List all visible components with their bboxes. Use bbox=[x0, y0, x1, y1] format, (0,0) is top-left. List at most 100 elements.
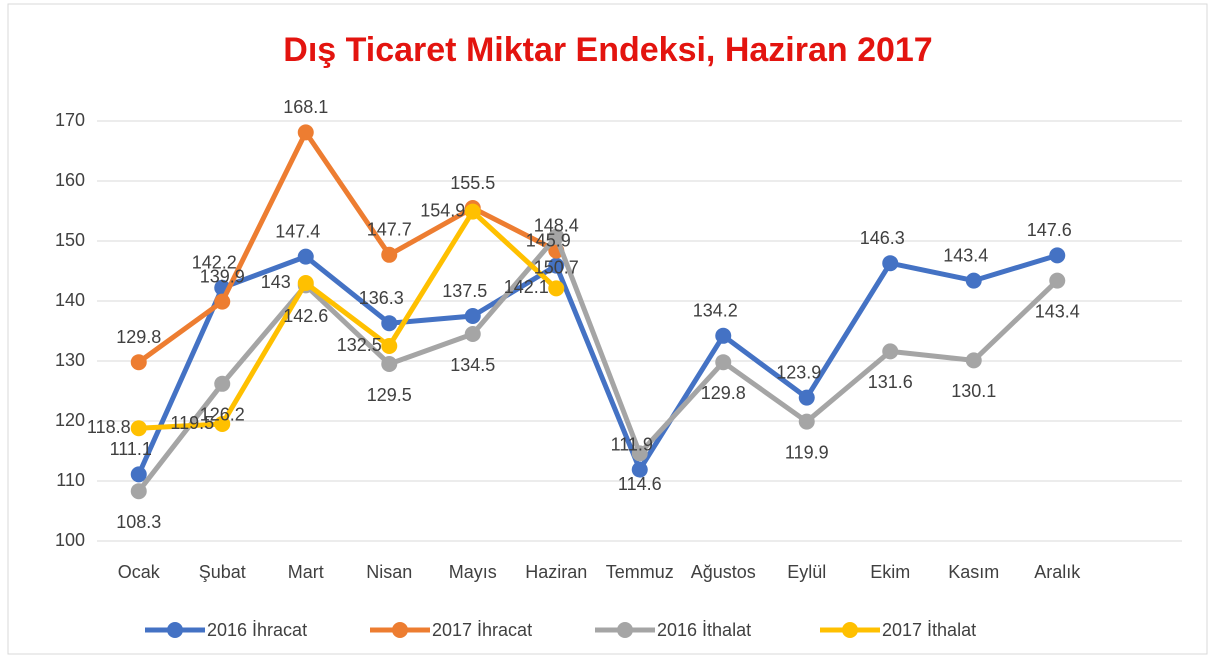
data-label: 147.4 bbox=[275, 221, 320, 241]
y-tick-label: 110 bbox=[56, 470, 85, 490]
legend-label: 2017 İhracat bbox=[432, 620, 532, 640]
x-tick-label: Mart bbox=[288, 562, 324, 582]
data-label: 150.7 bbox=[534, 258, 579, 278]
data-label: 129.5 bbox=[367, 385, 412, 405]
data-point bbox=[1049, 272, 1066, 289]
data-label: 154.9 bbox=[420, 200, 465, 220]
data-point bbox=[798, 413, 815, 430]
data-point bbox=[965, 352, 982, 369]
data-label: 119.5 bbox=[170, 413, 214, 433]
data-label: 129.8 bbox=[701, 383, 746, 403]
data-label: 111.9 bbox=[611, 434, 653, 454]
data-label: 168.1 bbox=[283, 97, 328, 117]
data-label: 134.2 bbox=[693, 301, 738, 321]
data-point bbox=[297, 124, 314, 141]
data-point bbox=[130, 354, 147, 371]
data-label: 139.9 bbox=[200, 266, 245, 286]
x-tick-label: Ocak bbox=[118, 562, 161, 582]
series-line bbox=[136, 253, 1058, 476]
data-label: 148.4 bbox=[534, 215, 579, 235]
data-label: 114.6 bbox=[618, 474, 662, 494]
data-label: 145.9 bbox=[526, 230, 571, 250]
x-tick-label: Aralık bbox=[1034, 562, 1081, 582]
data-label: 130.1 bbox=[951, 381, 996, 401]
x-tick-label: Kasım bbox=[948, 562, 999, 582]
data-label: 136.3 bbox=[359, 288, 404, 308]
data-point bbox=[214, 293, 231, 310]
y-tick-label: 100 bbox=[55, 530, 85, 550]
legend-label: 2017 İthalat bbox=[882, 620, 976, 640]
legend-marker bbox=[617, 622, 633, 638]
y-tick-label: 160 bbox=[55, 170, 85, 190]
data-label: 147.6 bbox=[1027, 220, 1072, 240]
legend-marker bbox=[392, 622, 408, 638]
legend-label: 2016 İhracat bbox=[207, 620, 307, 640]
legend-marker bbox=[167, 622, 183, 638]
data-point bbox=[464, 326, 481, 342]
data-point bbox=[214, 375, 231, 392]
x-tick-label: Eylül bbox=[787, 562, 826, 582]
data-point bbox=[715, 354, 732, 371]
data-label: 143 bbox=[261, 272, 291, 292]
data-point bbox=[631, 445, 648, 462]
data-point bbox=[798, 389, 815, 406]
data-point bbox=[882, 343, 899, 360]
data-point bbox=[464, 308, 481, 324]
data-point bbox=[130, 466, 147, 483]
data-label: 131.6 bbox=[868, 372, 913, 392]
y-tick-label: 170 bbox=[55, 110, 85, 130]
data-label: 147.7 bbox=[367, 220, 412, 240]
legend-label: 2016 İthalat bbox=[657, 620, 751, 640]
data-label: 155.5 bbox=[450, 173, 495, 193]
data-label: 134.5 bbox=[450, 355, 495, 375]
data-label: 137.5 bbox=[442, 281, 487, 301]
data-point bbox=[130, 420, 147, 437]
data-label: 142.6 bbox=[283, 306, 328, 326]
chart-title: Dış Ticaret Miktar Endeksi, Haziran 2017 bbox=[283, 31, 932, 69]
data-point bbox=[297, 248, 314, 265]
data-label: 143.4 bbox=[1035, 301, 1080, 321]
x-tick-label: Şubat bbox=[199, 562, 246, 582]
series-line bbox=[137, 129, 558, 365]
data-label: 142.1 bbox=[504, 277, 549, 297]
data-label: 129.8 bbox=[116, 327, 161, 347]
data-label: 118.8 bbox=[87, 417, 131, 437]
data-point bbox=[130, 483, 147, 500]
x-tick-label: Mayıs bbox=[449, 562, 497, 582]
y-tick-label: 120 bbox=[55, 410, 85, 430]
y-tick-label: 130 bbox=[55, 350, 85, 370]
data-point bbox=[381, 246, 398, 263]
data-label: 123.9 bbox=[776, 362, 821, 382]
data-point bbox=[715, 327, 732, 344]
data-label: 126.2 bbox=[200, 405, 245, 425]
series-line bbox=[138, 209, 558, 431]
data-label: 132.5 bbox=[337, 335, 382, 355]
data-point bbox=[882, 255, 899, 272]
data-label: 146.3 bbox=[860, 228, 905, 248]
data-point bbox=[464, 203, 481, 220]
data-point bbox=[965, 272, 982, 289]
x-tick-label: Nisan bbox=[366, 562, 412, 582]
data-label: 111.1 bbox=[110, 439, 152, 459]
data-point bbox=[548, 280, 565, 297]
data-point bbox=[297, 275, 314, 291]
data-label: 143.4 bbox=[943, 245, 988, 265]
data-point bbox=[381, 338, 398, 354]
data-point bbox=[214, 416, 231, 432]
y-tick-label: 140 bbox=[55, 290, 85, 310]
legend-marker bbox=[842, 622, 858, 638]
data-label: 142.2 bbox=[192, 253, 237, 273]
data-point bbox=[381, 356, 398, 372]
data-label: 119.9 bbox=[785, 442, 829, 462]
data-point bbox=[631, 461, 648, 478]
data-label: 108.3 bbox=[116, 512, 161, 532]
data-point bbox=[381, 315, 398, 332]
x-tick-label: Ekim bbox=[870, 562, 910, 582]
y-tick-label: 150 bbox=[55, 230, 85, 250]
data-point bbox=[548, 257, 565, 274]
data-point bbox=[1049, 247, 1066, 264]
data-point bbox=[548, 228, 565, 245]
x-tick-label: Haziran bbox=[525, 562, 587, 582]
x-tick-label: Ağustos bbox=[691, 562, 756, 582]
